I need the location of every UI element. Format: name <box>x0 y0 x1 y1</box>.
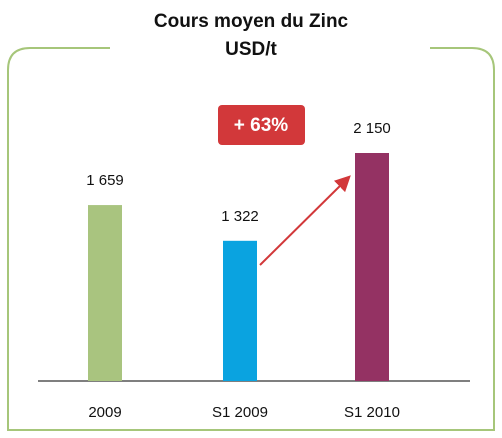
chart-subtitle: USD/t <box>225 39 277 60</box>
chart-title: Cours moyen du Zinc <box>154 11 349 32</box>
value-label: 1 322 <box>221 208 259 225</box>
bar <box>223 240 257 381</box>
frame <box>7 47 495 431</box>
x-tick-label: 2009 <box>88 404 121 421</box>
x-tick-label: S1 2010 <box>344 404 400 421</box>
value-label: 2 150 <box>353 120 391 137</box>
annotation-box <box>218 105 305 145</box>
bar <box>88 205 122 381</box>
annotation: + 63% <box>234 115 289 136</box>
growth-arrow <box>259 175 351 266</box>
value-label: 1 659 <box>86 172 124 189</box>
x-tick-label: S1 2009 <box>212 404 268 421</box>
bar <box>355 153 389 381</box>
